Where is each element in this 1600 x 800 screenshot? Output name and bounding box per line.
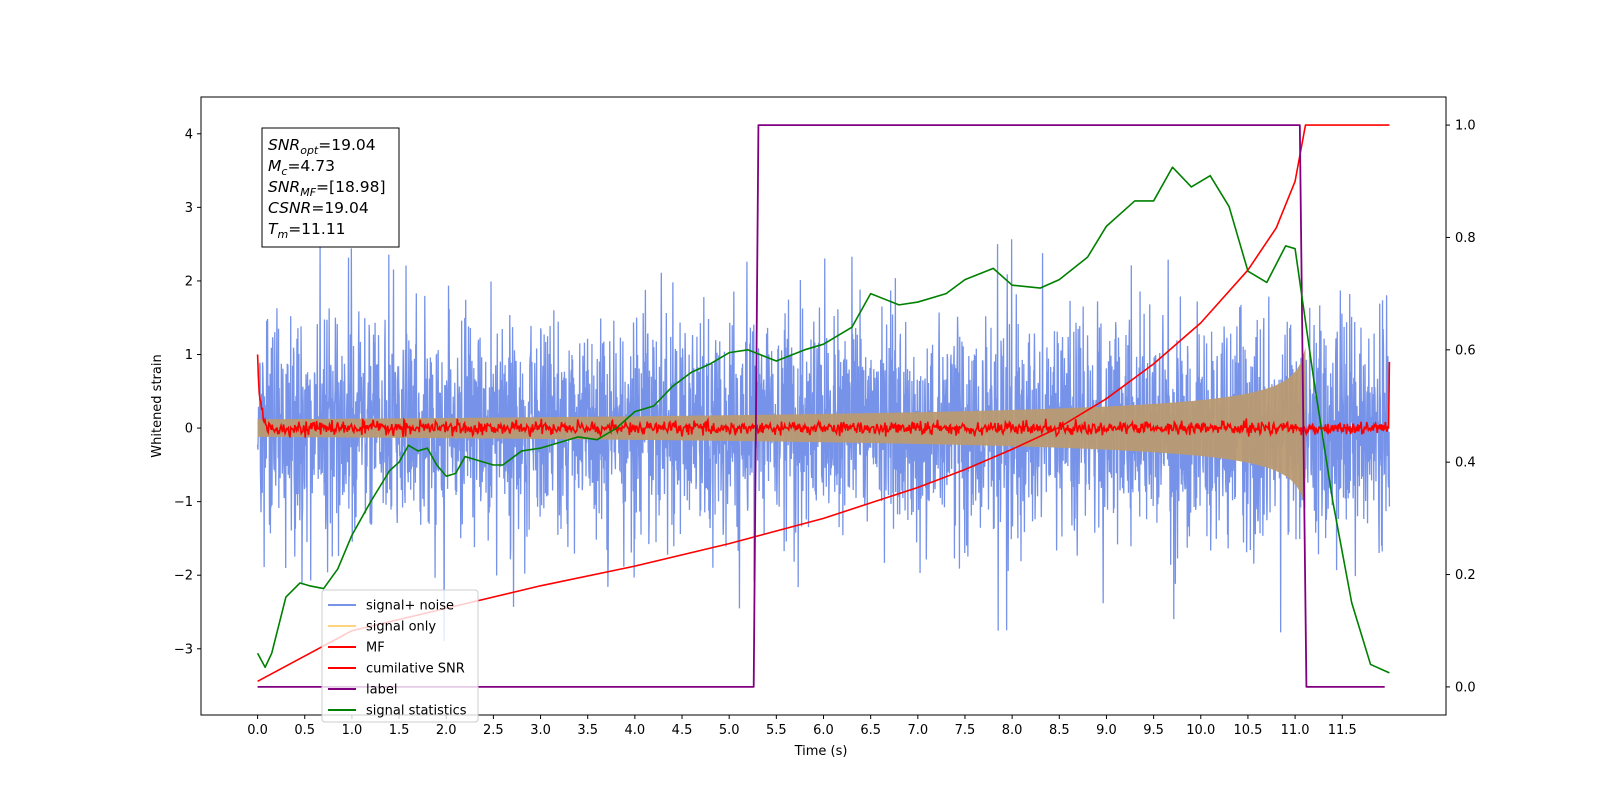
y-right-tick-label: 0.6 xyxy=(1455,343,1476,358)
info-line: Mc=4.73 xyxy=(268,157,335,178)
x-tick-label: 1.5 xyxy=(389,723,410,738)
x-tick-label: 2.0 xyxy=(436,723,457,738)
x-tick-label: 4.0 xyxy=(625,723,646,738)
y-right-tick-label: 0.8 xyxy=(1455,231,1476,246)
signal-statistics-line xyxy=(256,166,1390,674)
info-value: =19.04 xyxy=(318,136,375,154)
info-line: SNRMF=[18.98] xyxy=(268,178,386,199)
x-tick-label: 7.5 xyxy=(955,723,976,738)
mf-line xyxy=(256,354,1391,438)
info-symbol: CSNR xyxy=(268,199,311,217)
info-value: =4.73 xyxy=(287,157,335,175)
series-cumulative-snr xyxy=(257,124,1390,682)
x-tick-label: 6.5 xyxy=(860,723,881,738)
info-symbol: M xyxy=(268,157,281,175)
info-line: SNRopt=19.04 xyxy=(268,136,376,157)
info-value: =19.04 xyxy=(311,199,368,217)
x-tick-label: 2.5 xyxy=(483,723,504,738)
x-tick-label: 1.0 xyxy=(342,723,363,738)
x-tick-label: 11.5 xyxy=(1328,723,1357,738)
x-tick-label: 5.0 xyxy=(719,723,740,738)
legend-label: label xyxy=(366,683,397,698)
plot-area xyxy=(256,124,1391,688)
series-signal-statistics xyxy=(256,166,1390,674)
info-value: =11.11 xyxy=(288,220,345,238)
y-right-tick-label: 1.0 xyxy=(1455,119,1476,134)
series-label xyxy=(257,124,1385,688)
x-tick-label: 10.0 xyxy=(1186,723,1215,738)
signal-noise-line xyxy=(256,239,1391,642)
y-left-tick-label: 1 xyxy=(185,348,193,363)
x-tick-label: 6.0 xyxy=(813,723,834,738)
y-right-tick-label: 0.4 xyxy=(1455,456,1476,471)
y-left-tick-label: −1 xyxy=(174,495,193,510)
x-axis-ticks: 0.0 0.5 1.0 1.5 2.0 2.5 3.0 3.5 4.0 4.5 5.0 5.5 6.0 6… xyxy=(247,715,1357,738)
legend-frame xyxy=(321,589,479,723)
y-axis-left-ticks: −3 −2 −1 0 1 2 3 4 xyxy=(174,127,201,657)
x-tick-label: 5.5 xyxy=(766,723,787,738)
legend-label: signal+ noise xyxy=(366,599,454,614)
x-tick-label: 7.0 xyxy=(907,723,928,738)
y-axis-right-ticks: 0.0 0.2 0.4 0.6 0.8 1.0 xyxy=(1446,119,1476,695)
y-left-tick-label: −3 xyxy=(174,642,193,657)
info-value: =[18.98] xyxy=(316,178,385,196)
legend: signal+ noise signal only MF cumilative SNR… xyxy=(321,589,479,723)
x-axis-label: Time (s) xyxy=(794,744,848,759)
y-axis-label: Whitened strain xyxy=(150,354,165,457)
x-tick-label: 10.5 xyxy=(1233,723,1262,738)
info-line: CSNR=19.04 xyxy=(268,199,369,217)
info-box: SNRopt=19.04Mc=4.73SNRMF=[18.98]CSNR=19.… xyxy=(261,127,400,248)
info-symbol: SNR xyxy=(268,136,300,154)
info-box-frame xyxy=(261,127,400,248)
legend-label: signal statistics xyxy=(366,704,467,719)
y-right-tick-label: 0.0 xyxy=(1455,680,1476,695)
x-tick-label: 11.0 xyxy=(1281,723,1310,738)
x-tick-label: 3.5 xyxy=(577,723,598,738)
y-left-tick-label: 4 xyxy=(185,127,193,142)
cumulative-snr-line xyxy=(257,124,1390,682)
y-right-tick-label: 0.2 xyxy=(1455,568,1476,583)
label-line xyxy=(257,124,1385,688)
info-subscript: MF xyxy=(300,186,316,199)
y-left-tick-label: 3 xyxy=(185,201,193,216)
x-tick-label: 4.5 xyxy=(672,723,693,738)
y-left-tick-label: 2 xyxy=(185,274,193,289)
x-tick-label: 9.5 xyxy=(1143,723,1164,738)
info-line: Tm=11.11 xyxy=(268,220,346,241)
y-left-tick-label: −2 xyxy=(174,569,193,584)
legend-label: MF xyxy=(366,641,385,656)
x-tick-label: 0.0 xyxy=(247,723,268,738)
series-signal-noise xyxy=(256,239,1391,642)
info-subscript: c xyxy=(281,165,287,178)
y-left-tick-label: 0 xyxy=(185,422,193,437)
info-subscript: m xyxy=(277,228,288,241)
x-tick-label: 9.0 xyxy=(1096,723,1117,738)
legend-label: cumilative SNR xyxy=(366,662,465,677)
x-tick-label: 0.5 xyxy=(294,723,315,738)
info-subscript: opt xyxy=(300,144,319,157)
series-mf xyxy=(256,354,1391,438)
legend-label: signal only xyxy=(366,620,436,635)
info-symbol: SNR xyxy=(268,178,300,196)
x-tick-label: 8.0 xyxy=(1002,723,1023,738)
x-tick-label: 3.0 xyxy=(530,723,551,738)
info-symbol: T xyxy=(268,220,279,238)
x-tick-label: 8.5 xyxy=(1049,723,1070,738)
